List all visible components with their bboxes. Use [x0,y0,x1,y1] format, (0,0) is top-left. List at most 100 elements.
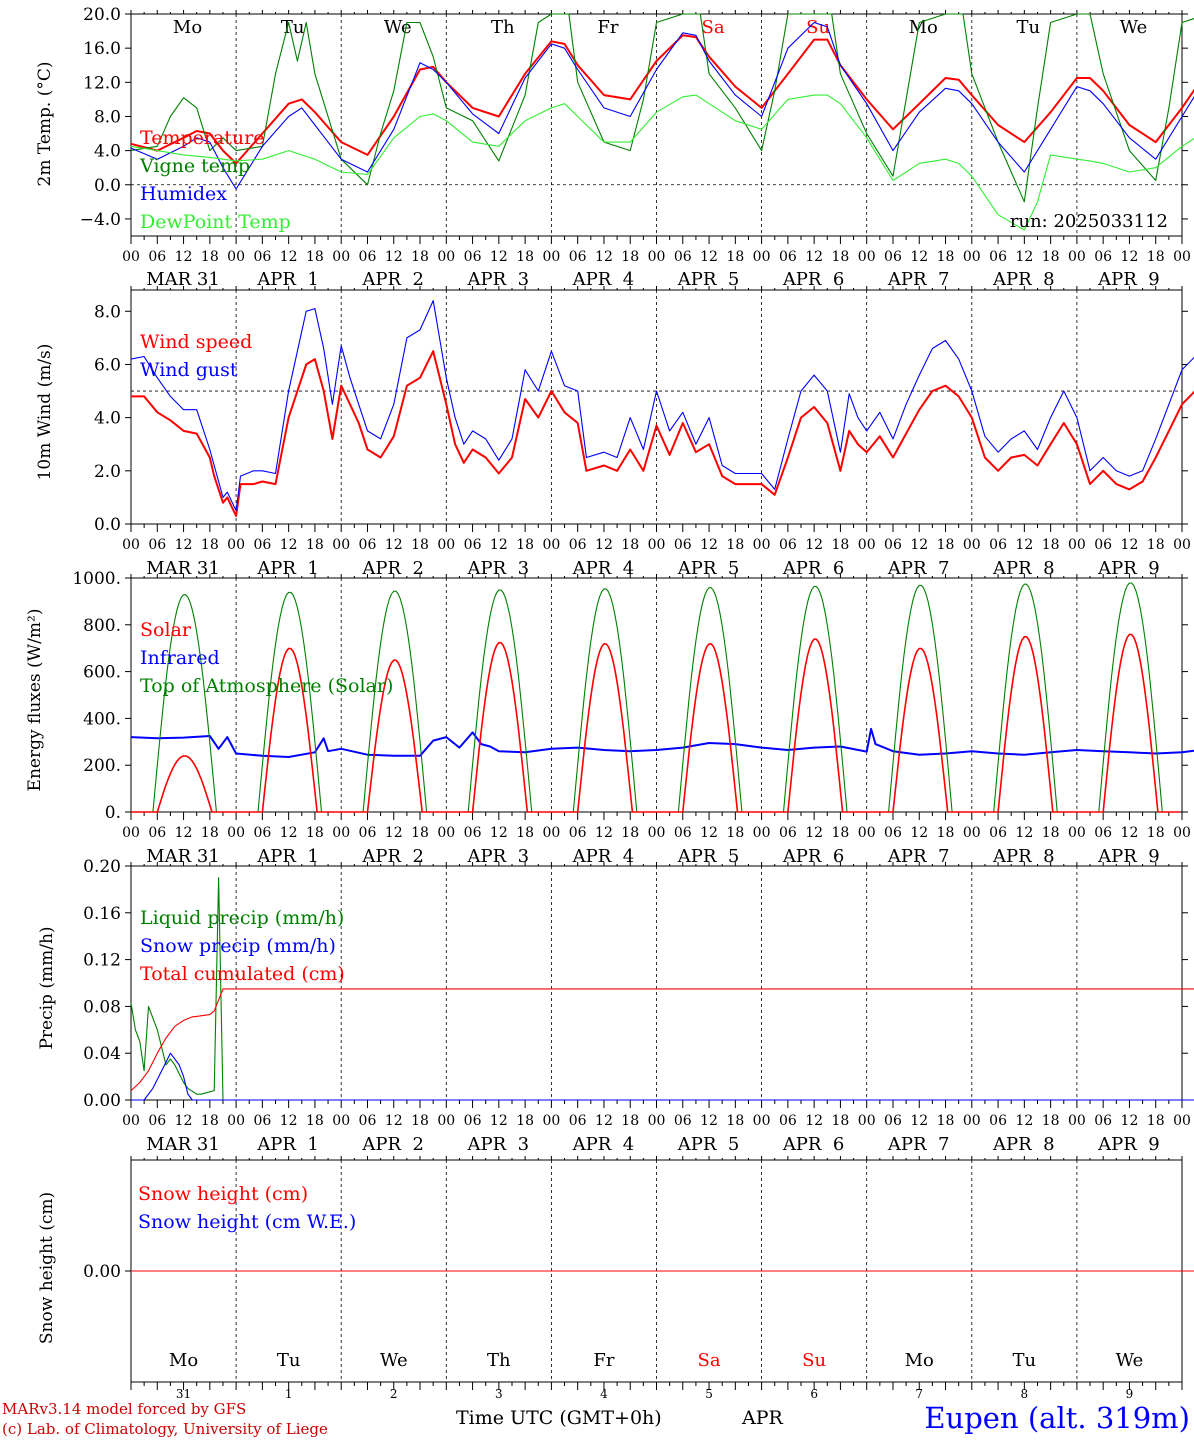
x-tick-label: 00 [122,1113,140,1129]
x-tick-label: 06 [148,537,166,553]
date-label: APR 3 [467,558,530,579]
x-tick-label: 18 [516,1113,534,1129]
date-label: APR 4 [572,269,635,290]
x-tick-label: 18 [306,249,324,265]
day-number-label: 3 [495,1387,503,1401]
legend-infrared: Infrared [140,647,220,669]
x-tick-label: 06 [569,537,587,553]
weekday-label: Fr [593,1350,614,1371]
x-tick-label: 12 [490,1113,508,1129]
x-tick-label: 12 [385,825,403,841]
x-tick-label: 06 [148,249,166,265]
weekday-label: Su [802,1350,826,1371]
legend-vigne-temp: Vigne temp [139,155,250,177]
x-tick-label: 06 [464,249,482,265]
x-tick-label: 06 [674,825,692,841]
x-tick-label: 00 [1068,249,1086,265]
x-tick-label: 00 [227,825,245,841]
weekday-label: Sa [698,1350,721,1371]
legend-liquid-precip: Liquid precip (mm/h) [140,907,344,929]
date-label: APR 5 [677,1134,740,1155]
date-label: APR 5 [677,558,740,579]
x-tick-label: 06 [569,249,587,265]
x-tick-label: 06 [253,825,271,841]
x-tick-label: 12 [385,1113,403,1129]
legend-temperature: Temperature [140,127,264,149]
x-tick-label: 12 [280,537,298,553]
x-tick-label: 12 [700,249,718,265]
legend-snow-height-we: Snow height (cm W.E.) [138,1211,356,1233]
legend-solar: Solar [140,619,192,641]
x-tick-label: 18 [832,249,850,265]
x-tick-label: 12 [1121,249,1139,265]
x-tick-label: 18 [937,1113,955,1129]
time-axis-label: Time UTC (GMT+0h) [456,1407,662,1429]
x-tick-label: 12 [385,537,403,553]
series-dewpoint-temp-line [130,94,1194,231]
x-tick-label: 12 [595,537,613,553]
x-tick-label: 18 [306,825,324,841]
x-tick-label: 06 [359,537,377,553]
x-tick-label: 00 [1173,537,1191,553]
x-tick-label: 18 [1042,1113,1060,1129]
y-tick-label: 8.0 [94,107,121,127]
day-number-label: 1 [285,1387,293,1401]
x-tick-label: 00 [858,1113,876,1129]
month-label: APR [741,1407,784,1429]
x-tick-label: 12 [910,249,928,265]
x-tick-label: 18 [621,537,639,553]
series-temperature-line [130,34,1194,165]
x-tick-label: 18 [516,249,534,265]
x-tick-label: 00 [753,249,771,265]
date-label: APR 9 [1097,558,1160,579]
x-tick-label: 06 [464,537,482,553]
y-tick-label: 0.00 [83,1091,121,1111]
x-tick-label: 06 [674,249,692,265]
y-axis-label: Precip (mm/h) [37,926,57,1049]
date-label: APR 8 [992,558,1055,579]
date-label: APR 7 [887,269,950,290]
x-tick-label: 12 [175,1113,193,1129]
y-tick-label: 0.0 [94,176,121,196]
y-tick-label: 6.0 [94,355,121,375]
date-label: APR 3 [467,846,530,867]
date-label: APR 5 [677,846,740,867]
x-tick-label: 06 [253,249,271,265]
x-tick-label: 06 [148,1113,166,1129]
x-tick-label: 18 [1042,249,1060,265]
weekday-label: Mo [905,1350,934,1371]
series-vigne-temp-line [130,13,1194,203]
x-tick-label: 18 [306,1113,324,1129]
x-tick-label: 06 [1094,249,1112,265]
date-label: MAR 31 [146,269,220,290]
x-tick-label: 18 [1147,825,1165,841]
day-number-label: 31 [176,1387,191,1401]
date-label: MAR 31 [146,846,220,867]
date-label: APR 6 [782,846,845,867]
x-tick-label: 00 [963,537,981,553]
x-tick-label: 18 [1147,537,1165,553]
date-label: APR 5 [677,269,740,290]
x-tick-label: 18 [937,249,955,265]
date-label: APR 7 [887,846,950,867]
y-tick-label: 4.0 [94,142,121,162]
x-tick-label: 00 [858,825,876,841]
y-axis-label: 10m Wind (m/s) [35,344,55,481]
snow-panel: 0.00 Mo 31 Tu 1 We 2 Th 3 Fr 4 Sa 5 Su 6 Mo 7 Tu 8 We 9 Snow… [37,1156,1194,1401]
x-tick-label: 18 [621,825,639,841]
x-tick-label: 12 [805,825,823,841]
y-axis-label: Energy fluxes (W/m²) [25,609,45,792]
weekday-label: Th [491,17,515,38]
y-tick-label: 0.04 [83,1044,121,1064]
y-tick-label: 0.08 [83,997,121,1017]
y-tick-label: 12.0 [83,73,121,93]
x-tick-label: 18 [1042,825,1060,841]
x-tick-label: 12 [595,1113,613,1129]
x-tick-label: 12 [805,537,823,553]
day-number-label: 9 [1126,1387,1134,1401]
x-tick-label: 00 [122,825,140,841]
x-tick-label: 00 [332,249,350,265]
x-tick-label: 12 [385,249,403,265]
x-tick-label: 06 [674,1113,692,1129]
x-tick-label: 00 [1068,825,1086,841]
